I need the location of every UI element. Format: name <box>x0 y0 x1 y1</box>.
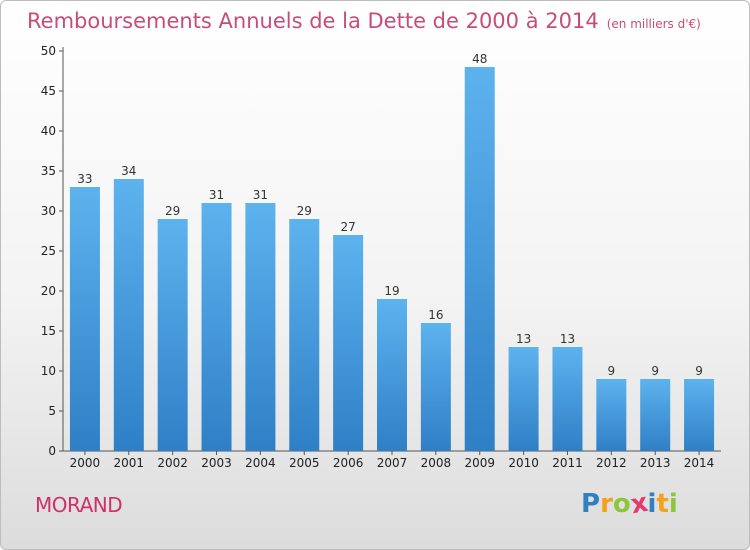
x-tick-label: 2006 <box>333 456 364 470</box>
bar-value-label: 9 <box>651 364 659 378</box>
x-tick-label: 2007 <box>377 456 408 470</box>
y-tick-label: 5 <box>48 404 56 418</box>
x-tick-label: 2005 <box>289 456 320 470</box>
bar <box>640 379 671 451</box>
chart-title: Remboursements Annuels de la Dette de 20… <box>27 9 701 33</box>
chart-title-text: Remboursements Annuels de la Dette de 20… <box>27 9 599 33</box>
bar-value-label: 29 <box>165 204 180 218</box>
x-tick-label: 2004 <box>245 456 276 470</box>
bar-value-label: 27 <box>340 220 355 234</box>
y-tick-label: 50 <box>41 44 56 58</box>
chart-unit: (en milliers d'€) <box>606 17 701 31</box>
bar-value-label: 13 <box>516 332 531 346</box>
x-tick-label: 2010 <box>508 456 539 470</box>
bar <box>552 347 583 451</box>
logo-letter: P <box>581 489 601 519</box>
x-tick-label: 2008 <box>421 456 452 470</box>
bar <box>684 379 715 451</box>
x-tick-label: 2002 <box>157 456 188 470</box>
bar-value-label: 31 <box>253 188 268 202</box>
bar-value-label: 34 <box>121 164 136 178</box>
y-tick-label: 15 <box>41 324 56 338</box>
bar <box>113 179 144 451</box>
logo-letter: o <box>612 489 631 519</box>
bar <box>596 379 627 451</box>
y-tick-label: 25 <box>41 244 56 258</box>
y-tick-label: 40 <box>41 124 56 138</box>
x-tick-label: 2000 <box>70 456 101 470</box>
bar-value-label: 9 <box>608 364 616 378</box>
logo-letter: i <box>668 489 678 519</box>
x-tick-label: 2013 <box>640 456 671 470</box>
bar <box>464 67 495 451</box>
bar-value-label: 33 <box>77 172 92 186</box>
bar <box>420 323 451 451</box>
bar <box>333 235 364 451</box>
bar-value-label: 9 <box>695 364 703 378</box>
bar <box>289 219 320 451</box>
commune-name: MORAND <box>35 493 123 517</box>
bar <box>201 203 232 451</box>
x-tick-label: 2001 <box>114 456 145 470</box>
y-tick-label: 45 <box>41 84 56 98</box>
bar <box>157 219 188 451</box>
bar <box>69 187 100 451</box>
x-tick-label: 2009 <box>464 456 495 470</box>
bar <box>377 299 407 451</box>
y-tick-label: 30 <box>41 204 56 218</box>
logo-letter: t <box>656 489 669 519</box>
y-tick-label: 10 <box>41 364 56 378</box>
bar <box>245 203 276 451</box>
proxiti-logo: Proxiti <box>581 488 678 520</box>
x-tick-label: 2003 <box>201 456 232 470</box>
bar-value-label: 48 <box>472 52 487 66</box>
bar-value-label: 19 <box>384 284 399 298</box>
bar-value-label: 16 <box>428 308 443 322</box>
bar <box>508 347 539 451</box>
x-tick-label: 2014 <box>684 456 715 470</box>
y-tick-label: 35 <box>41 164 56 178</box>
logo-letter: r <box>600 489 613 519</box>
y-tick-label: 0 <box>48 444 56 458</box>
logo-letter: i <box>647 489 657 519</box>
bar-value-label: 29 <box>297 204 312 218</box>
x-tick-label: 2011 <box>552 456 583 470</box>
y-tick-label: 20 <box>41 284 56 298</box>
x-tick-label: 2012 <box>596 456 627 470</box>
bar-value-label: 13 <box>560 332 575 346</box>
bar-value-label: 31 <box>209 188 224 202</box>
